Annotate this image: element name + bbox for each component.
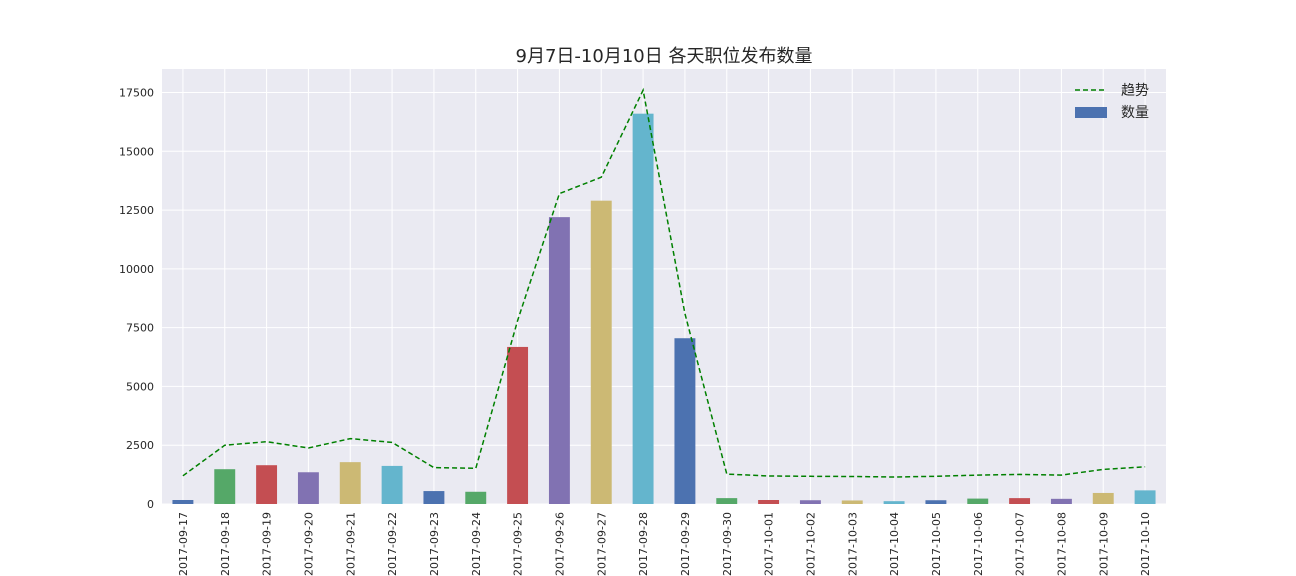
x-tick-label: 2017-09-22 xyxy=(386,512,399,576)
x-tick-label: 2017-09-27 xyxy=(595,512,608,576)
bar-2017-09-24 xyxy=(465,491,487,504)
x-tick-label: 2017-09-30 xyxy=(721,512,734,576)
x-tick-label: 2017-10-04 xyxy=(888,512,901,576)
bar-2017-09-29 xyxy=(674,338,696,504)
trend-line-group xyxy=(182,87,1146,478)
x-tick-label: 2017-09-19 xyxy=(261,512,274,576)
bar-2017-10-05 xyxy=(925,500,947,504)
bar-2017-09-22 xyxy=(381,465,403,504)
x-tick-label: 2017-10-08 xyxy=(1055,512,1068,576)
y-tick-label: 7500 xyxy=(126,322,154,335)
bar-2017-09-17 xyxy=(172,500,194,504)
bar-2017-09-30 xyxy=(716,498,738,504)
x-tick-label: 2017-09-17 xyxy=(177,512,190,576)
x-tick-label: 2017-10-06 xyxy=(972,512,985,576)
x-axis: 2017-09-17 2017-09-18 2017-09-19 2017-09-20… xyxy=(177,512,1152,576)
bar-2017-10-06 xyxy=(967,498,989,504)
legend-label-trend: 趋势 xyxy=(1121,83,1149,99)
bar-2017-10-09 xyxy=(1092,492,1114,504)
legend-swatch-count xyxy=(1075,107,1107,118)
x-tick-label: 2017-09-20 xyxy=(302,512,315,576)
x-tick-label: 2017-09-28 xyxy=(637,512,650,576)
y-tick-label: 12500 xyxy=(119,204,154,217)
trend-line xyxy=(182,87,1146,478)
bar-2017-09-25 xyxy=(507,346,529,504)
y-tick-label: 10000 xyxy=(119,263,154,276)
y-tick-label: 5000 xyxy=(126,380,154,393)
x-tick-label: 2017-10-03 xyxy=(846,512,859,576)
legend: 趋势 数量 xyxy=(1075,83,1149,121)
bar-2017-10-02 xyxy=(799,500,821,504)
bar-2017-09-23 xyxy=(423,491,445,504)
x-tick-label: 2017-09-18 xyxy=(219,512,232,576)
x-tick-label: 2017-10-02 xyxy=(804,512,817,576)
x-tick-label: 2017-10-09 xyxy=(1097,512,1110,576)
bar-2017-09-26 xyxy=(548,217,570,504)
bar-2017-09-28 xyxy=(632,113,654,505)
y-tick-label: 17500 xyxy=(119,87,154,100)
bar-2017-10-03 xyxy=(841,500,863,504)
bar-2017-09-18 xyxy=(214,469,236,504)
y-tick-label: 15000 xyxy=(119,145,154,158)
x-tick-label: 2017-09-26 xyxy=(553,512,566,576)
bar-2017-10-10 xyxy=(1134,490,1156,504)
y-tick-label: 2500 xyxy=(126,439,154,452)
bar-2017-09-19 xyxy=(256,465,278,504)
x-tick-label: 2017-10-07 xyxy=(1014,512,1027,576)
chart-title: 9月7日-10月10日 各天职位发布数量 xyxy=(516,46,813,67)
x-tick-label: 2017-09-21 xyxy=(344,512,357,576)
bar-2017-09-21 xyxy=(339,462,361,504)
bar-2017-10-04 xyxy=(883,501,905,504)
bar-2017-10-07 xyxy=(1009,498,1031,504)
x-tick-label: 2017-09-23 xyxy=(428,512,441,576)
x-tick-label: 2017-09-24 xyxy=(470,512,483,576)
bar-2017-09-20 xyxy=(297,472,319,504)
plot-area xyxy=(162,69,1166,504)
x-tick-label: 2017-10-10 xyxy=(1139,512,1152,576)
x-tick-label: 2017-10-05 xyxy=(930,512,943,576)
x-tick-label: 2017-10-01 xyxy=(763,512,776,576)
y-axis: 0 2500 5000 7500 10000 12500 15000 17500 xyxy=(119,87,154,511)
bars xyxy=(172,113,1156,505)
legend-label-count: 数量 xyxy=(1121,105,1149,121)
bar-2017-10-01 xyxy=(758,500,780,504)
bar-2017-10-08 xyxy=(1050,498,1072,504)
y-tick-label: 0 xyxy=(147,498,154,511)
x-tick-label: 2017-09-29 xyxy=(679,512,692,576)
x-tick-label: 2017-09-25 xyxy=(512,512,525,576)
bar-2017-09-27 xyxy=(590,200,612,505)
